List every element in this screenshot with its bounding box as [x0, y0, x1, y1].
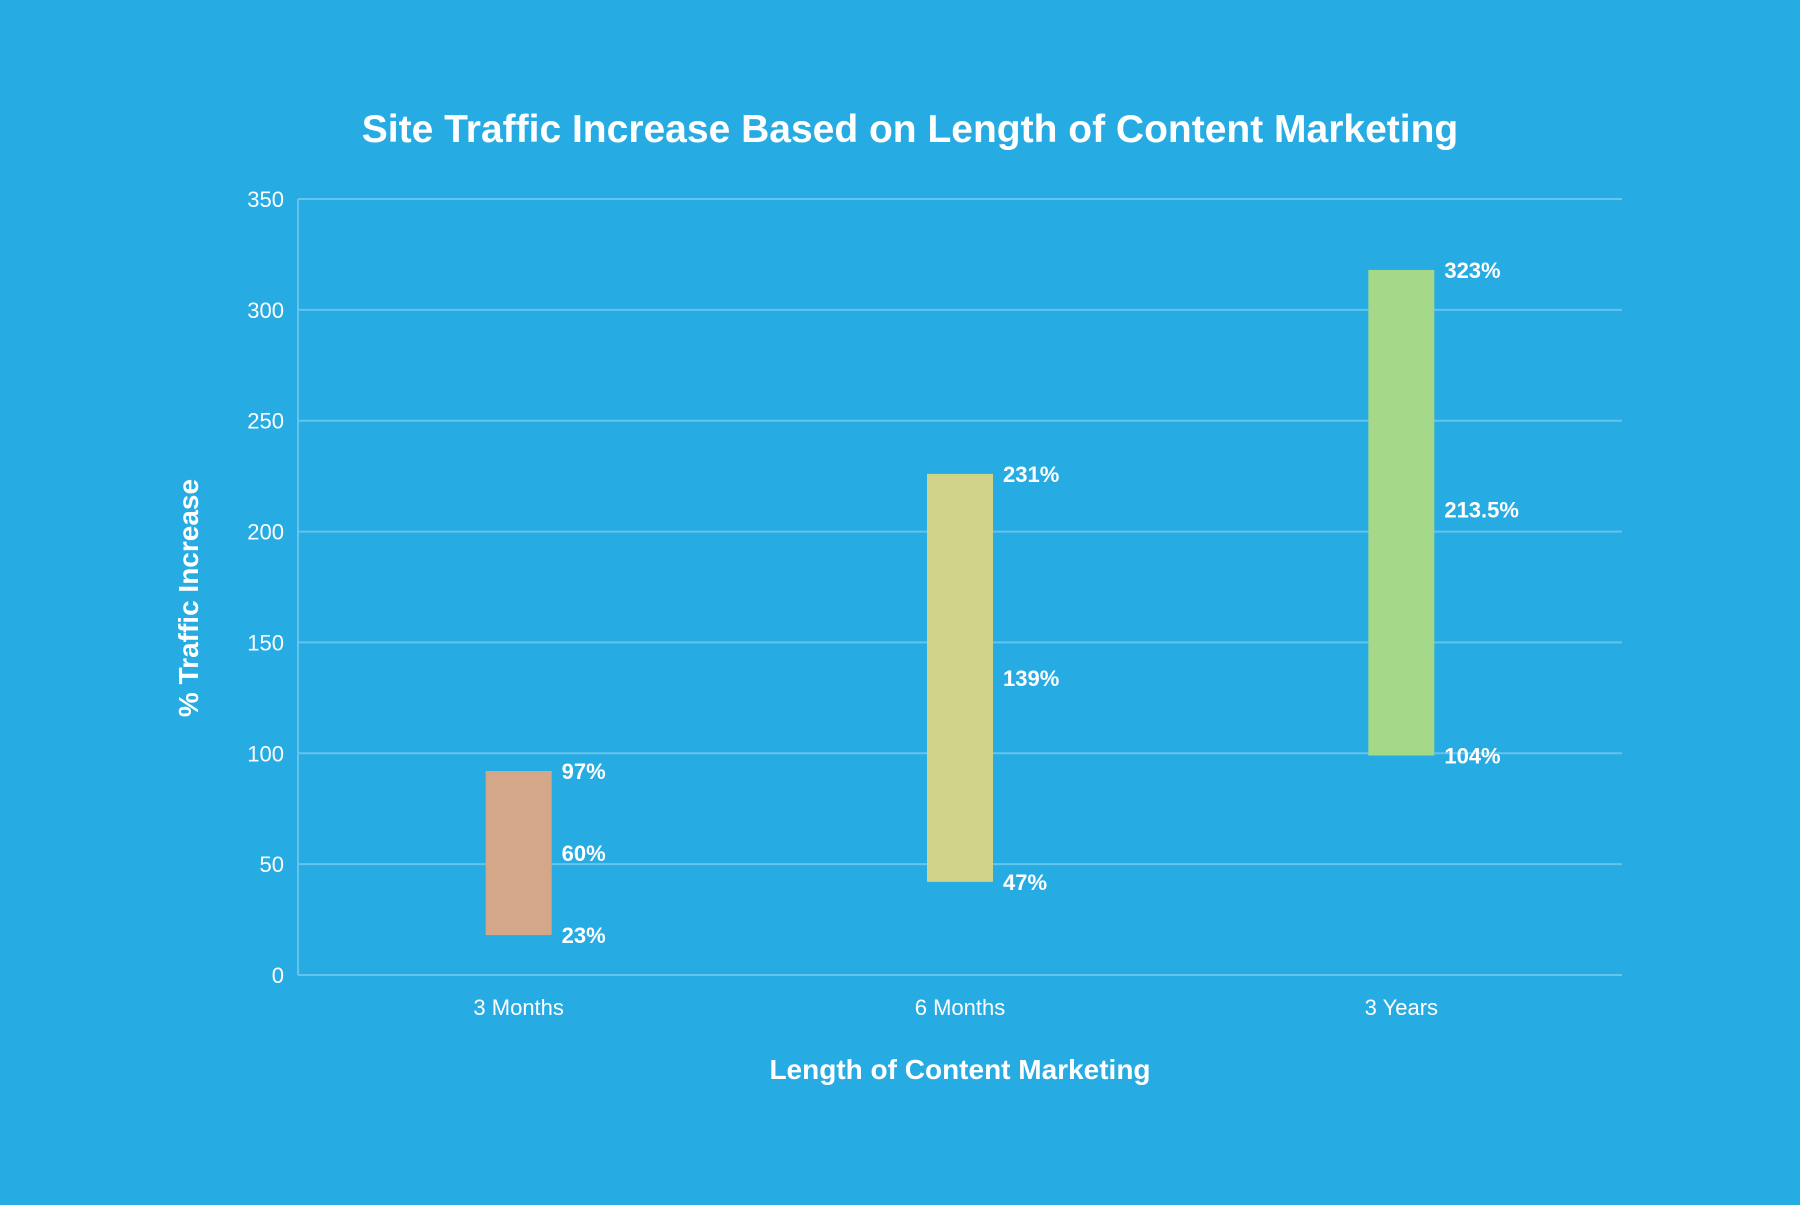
data-labels: 97% 60% 23% 231% 139% 47% 323% 213.5% 104%: [562, 258, 1519, 948]
data-label-3-months-1: 60%: [562, 841, 606, 866]
y-tick-label: 100: [247, 741, 284, 766]
data-label-6-months-2: 47%: [1003, 870, 1047, 895]
x-tick-label-6-months: 6 Months: [915, 995, 1006, 1020]
y-axis-title: % Traffic Increase: [173, 479, 204, 717]
data-label-3-months-0: 97%: [562, 759, 606, 784]
data-label-3-years-0: 323%: [1444, 258, 1500, 283]
data-label-6-months-0: 231%: [1003, 462, 1059, 487]
y-tick-label: 0: [272, 963, 284, 988]
data-label-3-years-2: 104%: [1444, 744, 1500, 769]
y-tick-label: 50: [260, 852, 284, 877]
bars: [485, 269, 1435, 936]
y-tick-label: 150: [247, 630, 284, 655]
data-label-6-months-1: 139%: [1003, 666, 1059, 691]
y-tick-label: 300: [247, 298, 284, 323]
y-tick-label: 350: [247, 187, 284, 212]
y-tick-labels: 0 50 100 150 200 250 300 350: [247, 187, 284, 988]
bar-6-months: [927, 473, 993, 882]
y-tick-label: 250: [247, 409, 284, 434]
bar-3-months: [485, 771, 552, 936]
x-axis-title: Length of Content Marketing: [769, 1054, 1150, 1085]
bar-3-years: [1368, 269, 1435, 756]
y-tick-label: 200: [247, 520, 284, 545]
axes: [297, 199, 1622, 976]
chart-title: Site Traffic Increase Based on Length of…: [362, 108, 1459, 151]
x-tick-labels: 3 Months 6 Months 3 Years: [473, 995, 1438, 1020]
data-label-3-years-1: 213.5%: [1444, 497, 1519, 522]
data-label-3-months-2: 23%: [562, 923, 606, 948]
x-tick-label-3-years: 3 Years: [1365, 995, 1438, 1020]
x-tick-label-3-months: 3 Months: [473, 995, 564, 1020]
